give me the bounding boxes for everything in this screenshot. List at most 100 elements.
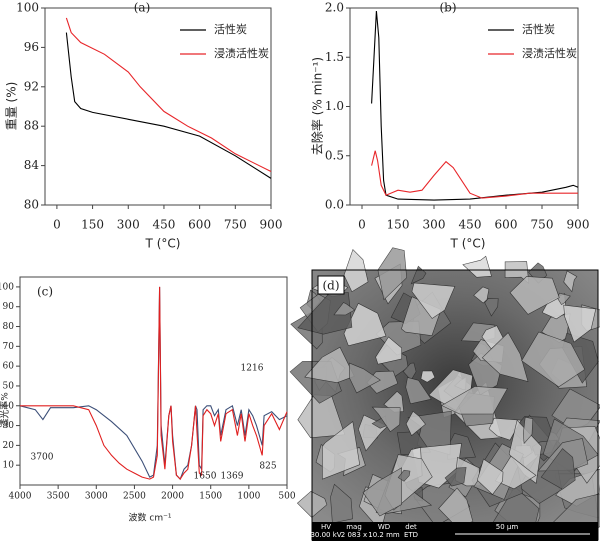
sem-flake (405, 377, 432, 405)
sem-flake (563, 304, 597, 343)
panel-label: (c) (37, 285, 53, 299)
y-tick-label: 30 (3, 421, 15, 431)
info-header: det (405, 523, 417, 531)
plot-frame (349, 7, 579, 206)
sem-flake (410, 265, 427, 285)
x-tick-label: 450 (152, 218, 175, 232)
y-tick-label: 1.5 (325, 50, 344, 64)
y-tick-label: 1.0 (325, 99, 344, 113)
annotation: 1216 (241, 364, 264, 374)
x-axis-label: T (°C) (450, 237, 486, 251)
y-tick-label: 0.0 (325, 198, 344, 212)
legend-label: 活性炭 (522, 22, 555, 36)
x-tick-label: 900 (260, 218, 283, 232)
panel-label: (a) (134, 1, 151, 15)
x-axis-label: T (°C) (145, 237, 181, 251)
info-bar (312, 522, 598, 541)
plot-frame (44, 7, 272, 206)
legend-label: 浸渍活性炭 (214, 46, 269, 60)
annotation: 3700 (31, 453, 54, 463)
sem-flake (405, 410, 426, 437)
y-axis-label: 透光率% (0, 392, 11, 428)
sem-flake (297, 394, 346, 439)
x-tick-label: 500 (278, 492, 295, 502)
x-tick-label: 0 (358, 218, 366, 232)
y-tick-label: 60 (3, 362, 15, 372)
y-tick-label: 88 (24, 119, 39, 133)
x-tick-label: 1000 (237, 492, 260, 502)
series-line (19, 286, 288, 481)
y-tick-label: 80 (3, 322, 15, 332)
sem-flake (563, 270, 578, 293)
info-header: HV (321, 523, 331, 531)
y-tick-label: 10 (3, 461, 15, 471)
sem-flake (321, 420, 361, 480)
y-tick-label: 0.5 (325, 148, 344, 162)
sem-flake (397, 469, 411, 482)
x-tick-label: 150 (387, 218, 410, 232)
legend-label: 活性炭 (214, 22, 247, 36)
y-tick-label: 40 (3, 401, 15, 411)
x-tick-label: 150 (81, 218, 104, 232)
series-line (65, 17, 272, 172)
info-value: ETD (404, 531, 418, 539)
x-tick-label: 3500 (47, 492, 70, 502)
sem-flake (473, 286, 490, 304)
x-tick-label: 300 (423, 218, 446, 232)
legend-label: 浸渍活性炭 (522, 46, 577, 60)
y-tick-label: 20 (3, 441, 15, 451)
panel-label: (b) (439, 1, 456, 15)
label-box (317, 275, 345, 295)
sem-flake (462, 255, 492, 278)
sem-flake (481, 332, 529, 383)
x-tick-label: 900 (567, 218, 590, 232)
y-tick-label: 2.0 (325, 1, 344, 15)
series-line (371, 150, 578, 199)
x-tick-label: 2000 (161, 492, 184, 502)
sem-flake (540, 448, 576, 490)
annotation: 1369 (221, 472, 244, 482)
info-header: WD (378, 523, 390, 531)
y-tick-label: 100 (0, 282, 14, 292)
y-tick-label: 92 (24, 79, 39, 93)
x-tick-label: 2500 (123, 492, 146, 502)
x-tick-label: 600 (188, 218, 211, 232)
sem-flake (444, 467, 467, 487)
sem-flake (521, 331, 586, 388)
y-tick-label: 84 (24, 158, 40, 172)
series-line (65, 32, 272, 179)
info-value: 2 083 x (341, 531, 367, 539)
x-tick-label: 0 (53, 218, 61, 232)
sem-flake (509, 276, 560, 315)
x-tick-label: 600 (495, 218, 518, 232)
sem-flake (420, 370, 436, 383)
sem-flake (377, 247, 408, 301)
sem-flake (375, 336, 403, 365)
series-line (371, 10, 579, 201)
x-tick-label: 750 (531, 218, 554, 232)
sem-flake (343, 248, 369, 293)
annotation: 825 (259, 462, 276, 472)
y-tick-label: 100 (16, 1, 39, 15)
y-tick-label: 96 (24, 40, 39, 54)
sem-flake (371, 406, 401, 433)
plot-frame (19, 276, 288, 486)
sem-flake (476, 458, 504, 495)
info-value: 30.00 kV (310, 531, 341, 539)
x-tick-label: 750 (224, 218, 247, 232)
sem-flake (297, 292, 353, 335)
y-tick-label: 80 (24, 198, 39, 212)
sem-flake (411, 282, 456, 319)
scale-label: 50 µm (496, 523, 519, 531)
sem-flake (348, 362, 381, 394)
y-tick-label: 50 (3, 381, 15, 391)
y-axis-label: 去除率 (% min⁻¹) (310, 57, 325, 155)
y-tick-label: 90 (3, 302, 15, 312)
x-tick-label: 4000 (9, 492, 32, 502)
y-axis-label: 重量 (%) (5, 82, 19, 131)
annotation: 1650 (194, 472, 217, 482)
sem-flake (522, 416, 534, 445)
x-tick-label: 3000 (85, 492, 108, 502)
